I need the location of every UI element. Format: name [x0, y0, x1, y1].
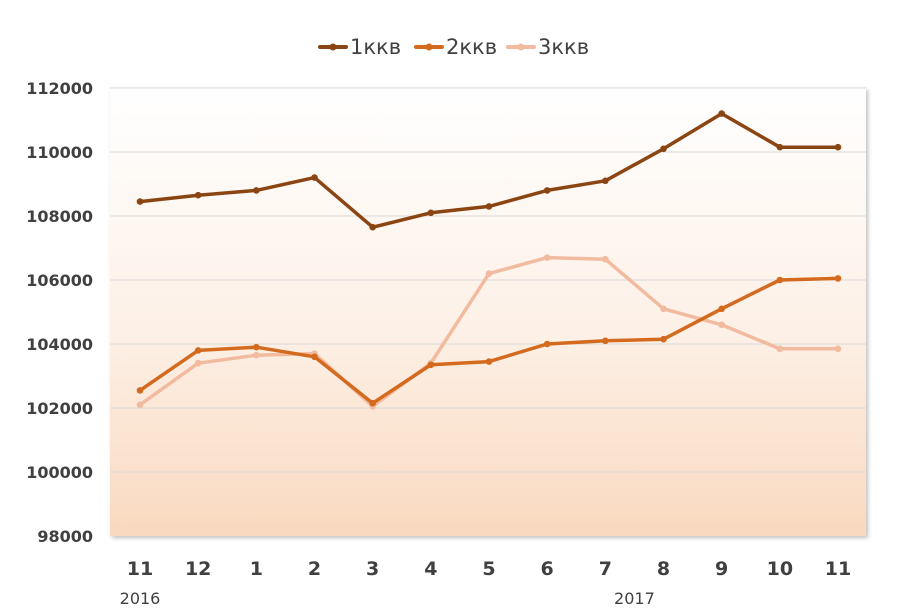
x-tick-label: 6 [541, 558, 554, 580]
y-tick-label: 104000 [26, 335, 93, 354]
x-tick-label: 11 [825, 558, 851, 580]
legend-item: 3ккв [506, 35, 589, 59]
series-1ккв [136, 110, 842, 231]
data-point [834, 143, 842, 151]
x-tick-label: 9 [715, 558, 728, 580]
legend-marker [329, 43, 337, 51]
y-tick-label: 100000 [26, 463, 93, 482]
y-tick-label: 98000 [37, 527, 93, 546]
series-2ккв [136, 275, 842, 407]
data-point [543, 187, 551, 194]
data-point [776, 276, 784, 284]
y-tick-label: 102000 [26, 399, 93, 418]
y-tick-label: 110000 [26, 143, 93, 162]
data-point [485, 203, 493, 210]
legend-label: 3ккв [538, 35, 589, 59]
x-tick-label: 11 [127, 558, 153, 580]
legend: 1ккв 2ккв 3ккв [318, 35, 589, 59]
data-point [253, 187, 260, 194]
data-point [718, 321, 725, 329]
series-group [136, 110, 842, 410]
plot-area [110, 88, 866, 536]
x-tick-label: 3 [366, 558, 379, 580]
data-point [602, 177, 609, 185]
data-point [136, 387, 144, 394]
data-point [660, 335, 667, 343]
legend-label: 2ккв [446, 35, 497, 59]
series-3ккв [136, 254, 842, 410]
legend-item: 2ккв [414, 35, 497, 59]
data-point [427, 361, 435, 369]
data-point [776, 143, 784, 151]
data-point [718, 110, 725, 117]
data-point [485, 358, 493, 365]
y-tick-label: 106000 [26, 271, 93, 290]
data-point [427, 209, 435, 217]
legend-label: 1ккв [350, 35, 401, 59]
data-point [718, 305, 725, 313]
x-tick-label: 7 [599, 558, 612, 580]
data-point [194, 191, 202, 199]
data-point [660, 305, 667, 313]
x-tick-label: 10 [767, 558, 793, 580]
data-point [253, 343, 260, 351]
data-point [311, 353, 318, 361]
data-point [253, 351, 260, 359]
data-point [194, 359, 202, 367]
y-tick-label: 108000 [26, 207, 93, 226]
data-point [311, 174, 318, 181]
gridlines [110, 87, 866, 473]
data-point [543, 340, 551, 348]
data-point [194, 347, 202, 354]
data-point [776, 345, 784, 353]
x-tick-label: 4 [424, 558, 437, 580]
legend-item: 1ккв [318, 35, 401, 59]
data-point [660, 145, 667, 153]
year-label: 2017 [614, 589, 655, 608]
data-point [485, 270, 493, 277]
data-point [136, 401, 144, 409]
y-tick-label: 112000 [26, 79, 93, 98]
data-point [602, 337, 609, 345]
x-tick-label: 8 [657, 558, 670, 580]
legend-marker [517, 43, 525, 51]
data-point [602, 255, 609, 263]
data-point [369, 223, 376, 231]
data-point [369, 399, 376, 407]
data-point [834, 345, 842, 353]
legend-marker [425, 43, 433, 51]
x-tick-label: 5 [482, 558, 495, 580]
data-point [543, 254, 551, 261]
y-axis: 98000 100000 102000 104000 106000 108000 11000… [26, 79, 93, 546]
data-point [136, 198, 144, 205]
x-tick-label: 1 [250, 558, 263, 580]
year-label: 2016 [120, 589, 161, 608]
x-tick-label: 2 [308, 558, 321, 580]
data-point [834, 275, 842, 282]
x-tick-label: 12 [185, 558, 211, 580]
